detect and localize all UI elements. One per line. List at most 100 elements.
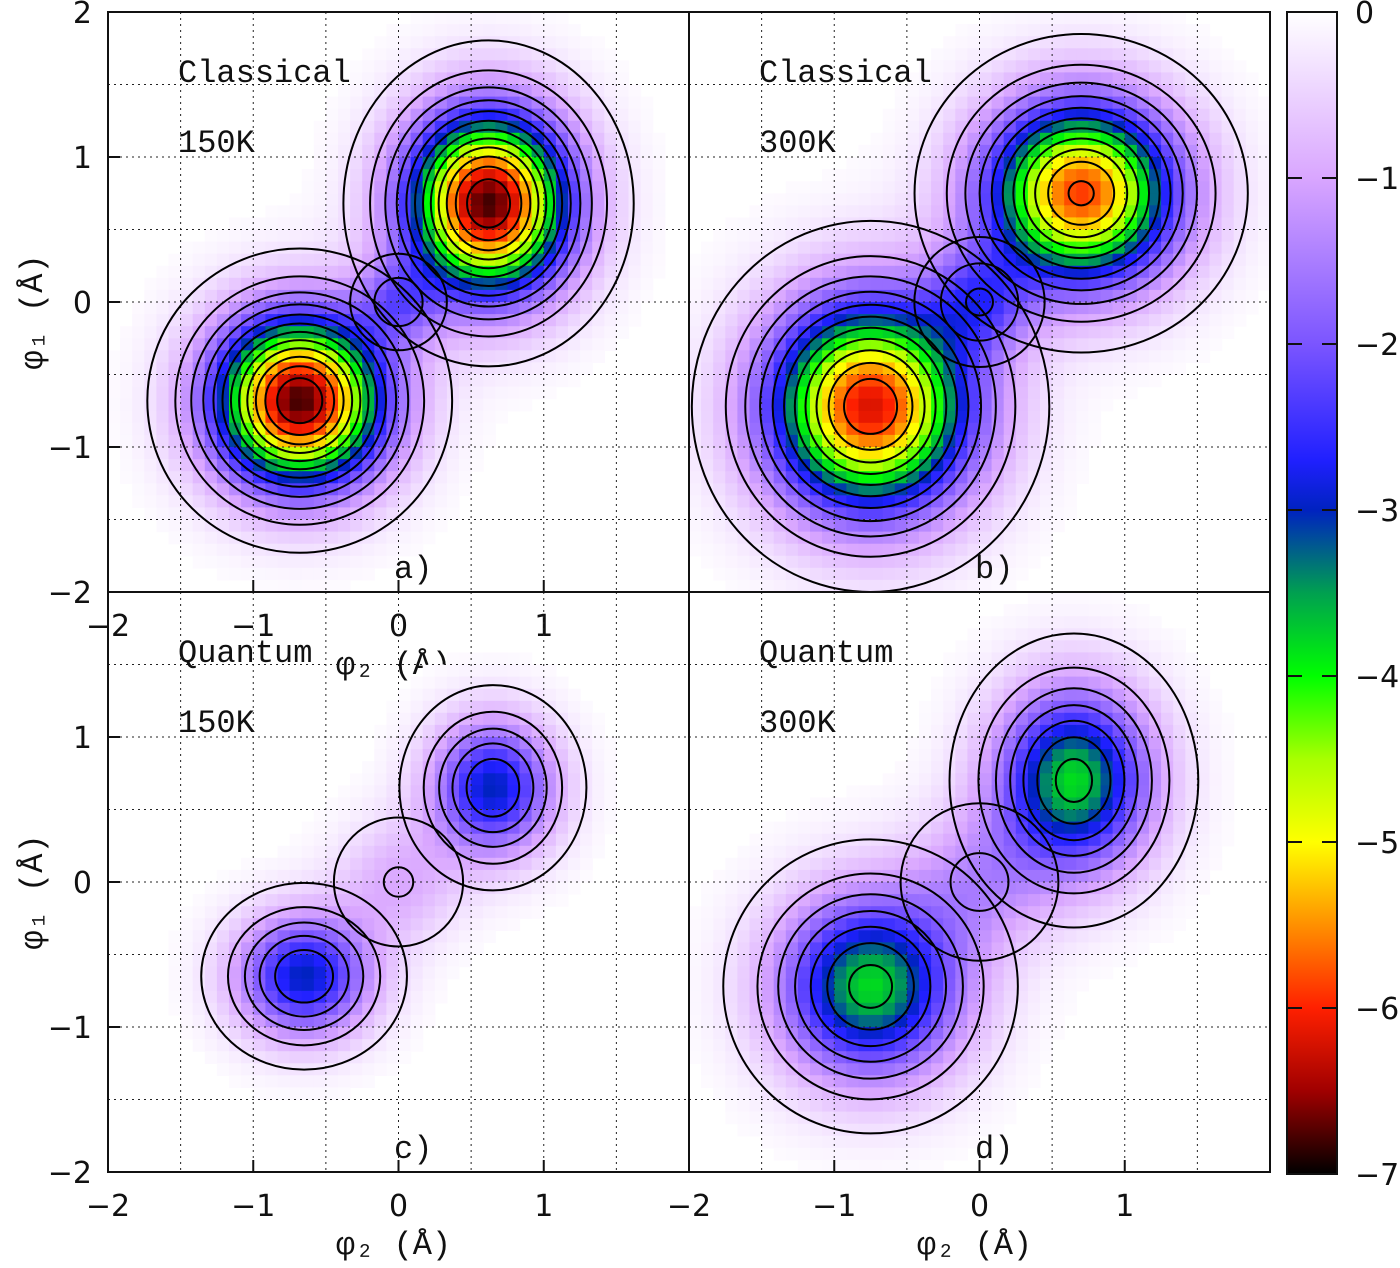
heatmap-cell — [350, 845, 363, 859]
heatmap-cell — [931, 833, 944, 847]
heatmap-cell — [894, 132, 908, 146]
heatmap-cell — [640, 120, 654, 134]
heatmap-cell — [265, 398, 279, 412]
heatmap-cell — [1257, 205, 1271, 218]
heatmap-cell — [410, 930, 424, 943]
heatmap-cell — [241, 229, 254, 243]
heatmap-cell — [810, 1159, 823, 1173]
heatmap-cell — [313, 1087, 327, 1101]
heatmap-cell — [797, 519, 811, 533]
heatmap-cell — [156, 519, 170, 533]
heatmap-cell — [652, 229, 666, 243]
heatmap-cell — [362, 797, 375, 811]
heatmap-cell — [822, 1111, 835, 1125]
heatmap-cell — [810, 410, 823, 424]
heatmap-cell — [192, 1039, 206, 1052]
heatmap-cell — [919, 700, 932, 714]
heatmap-cell — [434, 229, 448, 243]
heatmap-cell — [628, 253, 642, 267]
heatmap-cell — [398, 48, 412, 61]
heatmap-cell — [1064, 205, 1077, 218]
heatmap-cell — [483, 676, 496, 690]
heatmap-cell — [422, 459, 436, 472]
heatmap-cell — [1161, 193, 1174, 206]
heatmap-cell — [495, 918, 508, 931]
heatmap-cell — [1149, 338, 1162, 351]
heatmap-cell — [1233, 289, 1247, 303]
heatmap-cell — [277, 229, 291, 243]
heatmap-cell — [713, 1039, 726, 1052]
heatmap-cell — [967, 205, 981, 218]
heatmap-cell — [338, 350, 351, 363]
heatmap-cell — [277, 289, 291, 303]
heatmap-cell — [313, 869, 327, 883]
heatmap-cell — [701, 882, 714, 895]
heatmap-cell — [168, 447, 182, 460]
heatmap-cell — [555, 96, 569, 110]
heatmap-cell — [846, 930, 860, 943]
heatmap-cell — [1088, 338, 1102, 351]
heatmap-cell — [241, 966, 254, 980]
heatmap-cell — [1124, 314, 1138, 327]
heatmap-cell — [1040, 398, 1053, 412]
heatmap-cell — [725, 1063, 738, 1076]
heatmap-cell — [713, 362, 726, 376]
heatmap-cell — [991, 60, 1005, 73]
heatmap-cell — [410, 84, 424, 98]
heatmap-cell — [410, 857, 424, 871]
heatmap-cell — [701, 978, 714, 992]
heatmap-cell — [374, 72, 387, 86]
heatmap-cell — [374, 543, 387, 557]
heatmap-cell — [882, 157, 896, 170]
heatmap-cell — [374, 193, 387, 206]
heatmap-cell — [471, 386, 484, 400]
heatmap-cell — [277, 326, 291, 339]
heatmap-cell — [519, 821, 533, 835]
heatmap-cell — [785, 833, 799, 847]
heatmap-cell — [192, 495, 206, 508]
heatmap-cell — [483, 374, 496, 388]
contour-line — [264, 365, 336, 436]
heatmap-cell — [689, 459, 702, 472]
heatmap-cell — [301, 1002, 315, 1016]
heatmap-cell — [749, 519, 763, 533]
heatmap-cell — [132, 338, 145, 351]
heatmap-cell — [241, 531, 254, 545]
heatmap-cell — [713, 483, 726, 496]
heatmap-cell — [386, 700, 400, 714]
heatmap-cell — [471, 24, 484, 37]
heatmap-cell — [1040, 386, 1053, 400]
heatmap-cell — [1027, 447, 1041, 460]
heatmap-cell — [689, 966, 702, 980]
heatmap-cell — [1245, 144, 1259, 158]
x-tick-label: 1 — [534, 609, 553, 644]
heatmap-cell — [313, 809, 327, 823]
heatmap-cell — [543, 326, 557, 339]
heatmap-cell — [834, 990, 847, 1004]
heatmap-cell — [1209, 72, 1223, 86]
contour-line — [422, 128, 556, 278]
heatmap-cell — [834, 555, 847, 569]
heatmap-cell — [313, 966, 327, 980]
heatmap-cell — [1233, 314, 1247, 327]
heatmap-cell — [592, 749, 605, 762]
heatmap-cell — [1245, 120, 1259, 134]
heatmap-cell — [749, 978, 763, 992]
heatmap-cell — [180, 422, 194, 436]
heatmap-cell — [325, 833, 339, 847]
heatmap-cell — [1015, 773, 1029, 786]
heatmap-cell — [350, 906, 363, 919]
heatmap-cell — [216, 1014, 230, 1028]
heatmap-cell — [216, 241, 230, 255]
heatmap-cell — [822, 1099, 835, 1113]
heatmap-cell — [846, 241, 860, 255]
heatmap-cell — [543, 845, 557, 859]
heatmap-cell — [870, 930, 884, 943]
heatmap-cell — [785, 326, 799, 339]
heatmap-cell — [1245, 277, 1259, 291]
heatmap-cell — [229, 966, 242, 980]
heatmap-cell — [446, 942, 460, 956]
heatmap-cell — [1003, 495, 1017, 508]
heatmap-cell — [422, 519, 436, 533]
heatmap-cell — [313, 289, 327, 303]
